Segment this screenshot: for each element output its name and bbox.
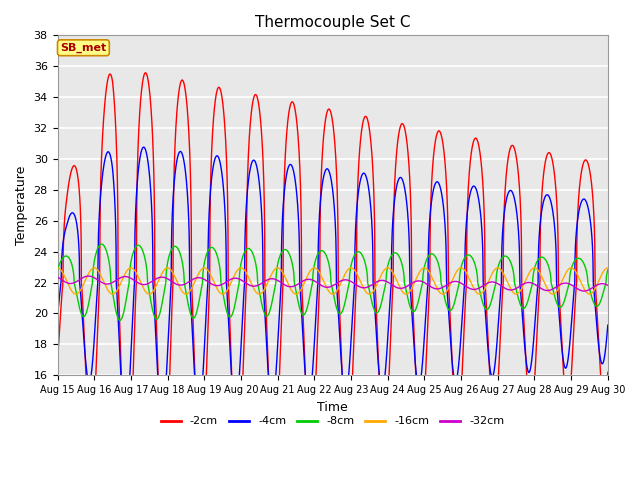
-2cm <box>534 309 542 314</box>
-32cm <box>593 282 601 288</box>
-2cm <box>593 316 601 322</box>
Line: -32cm: -32cm <box>58 276 608 291</box>
-16cm <box>72 291 80 297</box>
-4cm <box>593 329 601 335</box>
-32cm <box>149 278 157 284</box>
Line: -2cm: -2cm <box>58 73 608 480</box>
Legend: -2cm, -4cm, -8cm, -16cm, -32cm: -2cm, -4cm, -8cm, -16cm, -32cm <box>157 412 509 431</box>
-16cm <box>604 265 612 271</box>
-2cm <box>54 356 61 361</box>
-8cm <box>54 267 61 273</box>
-32cm <box>580 288 588 294</box>
-8cm <box>150 310 157 316</box>
-8cm <box>116 317 124 323</box>
-8cm <box>593 303 601 309</box>
-8cm <box>98 241 106 247</box>
-4cm <box>116 360 124 366</box>
X-axis label: Time: Time <box>317 400 348 413</box>
-16cm <box>265 277 273 283</box>
-8cm <box>289 264 296 269</box>
-2cm <box>150 153 157 158</box>
Line: -16cm: -16cm <box>58 268 608 294</box>
-8cm <box>534 257 542 263</box>
-32cm <box>604 282 612 288</box>
-2cm <box>141 70 149 76</box>
-16cm <box>149 288 157 294</box>
-8cm <box>265 311 273 316</box>
Line: -8cm: -8cm <box>58 244 608 320</box>
-4cm <box>122 417 129 423</box>
-32cm <box>54 274 61 280</box>
-4cm <box>604 322 612 328</box>
Line: -4cm: -4cm <box>58 147 608 420</box>
Y-axis label: Temperature: Temperature <box>15 166 28 245</box>
-4cm <box>150 285 157 291</box>
-2cm <box>289 99 296 105</box>
-2cm <box>604 370 612 375</box>
-16cm <box>289 289 296 295</box>
Text: SB_met: SB_met <box>60 43 106 53</box>
-16cm <box>116 281 124 287</box>
-4cm <box>534 280 542 286</box>
-16cm <box>534 267 541 273</box>
-8cm <box>117 317 125 323</box>
-4cm <box>265 379 273 385</box>
-32cm <box>84 273 92 279</box>
-32cm <box>116 275 124 281</box>
Title: Thermocouple Set C: Thermocouple Set C <box>255 15 410 30</box>
-4cm <box>289 165 296 171</box>
-4cm <box>54 312 61 318</box>
-16cm <box>593 281 601 287</box>
-32cm <box>534 284 541 289</box>
-8cm <box>604 267 612 273</box>
-32cm <box>265 276 273 282</box>
-2cm <box>116 339 124 345</box>
-4cm <box>140 144 147 150</box>
-32cm <box>289 284 296 289</box>
-16cm <box>54 265 61 271</box>
-2cm <box>265 385 273 391</box>
